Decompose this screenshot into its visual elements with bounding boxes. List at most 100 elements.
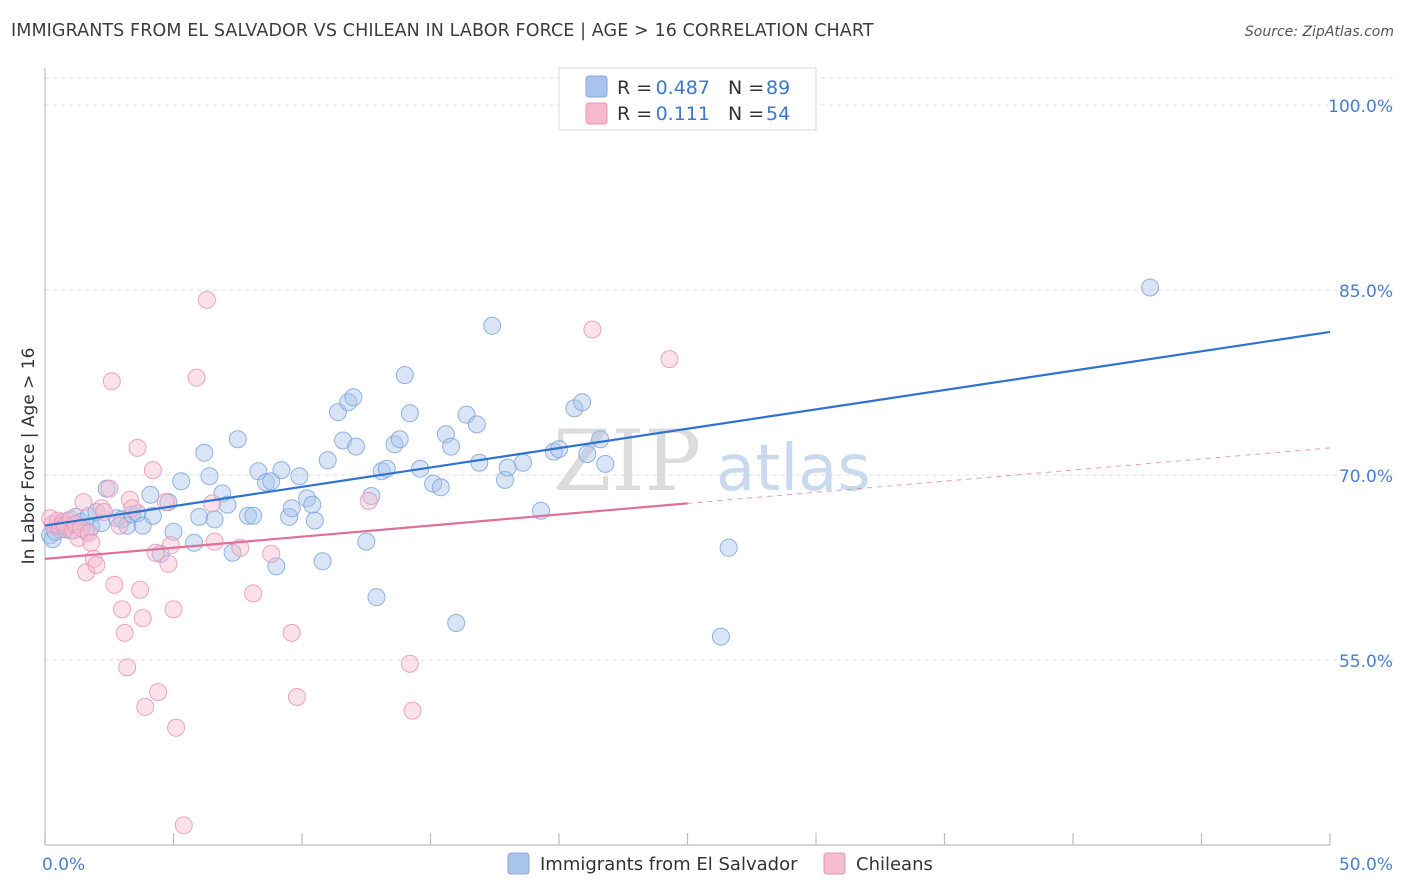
point-chilean xyxy=(105,575,124,594)
point-el-salvador xyxy=(719,538,738,557)
point-el-salvador xyxy=(282,499,301,518)
x-tick-label-max: 50.0% xyxy=(1339,855,1393,875)
source-credit: Source: ZipAtlas.com xyxy=(1244,24,1394,40)
legend-r-label-2: R = xyxy=(617,103,652,125)
point-chilean xyxy=(174,816,193,835)
point-el-salvador xyxy=(591,430,610,449)
point-chilean xyxy=(133,609,152,628)
x-tick-labels: 0.0% 50.0% xyxy=(42,855,1393,875)
point-chilean xyxy=(110,516,129,535)
bottom-legend: Immigrants from El Salvador Chileans xyxy=(507,852,933,875)
point-el-salvador xyxy=(400,404,419,423)
trend-line-chilean-extrapolated xyxy=(687,447,1331,504)
gridlines xyxy=(45,77,1393,661)
trend-line-el-salvador xyxy=(44,330,1331,527)
point-el-salvador xyxy=(711,627,730,646)
point-chilean xyxy=(87,556,106,574)
point-el-salvador xyxy=(118,516,137,535)
point-chilean xyxy=(128,438,147,457)
point-el-salvador xyxy=(344,388,363,407)
point-el-salvador xyxy=(303,495,322,514)
y-tick-labels: 55.0% 70.0% 85.0% 100.0% xyxy=(1328,97,1393,672)
point-el-salvador xyxy=(390,430,409,449)
legend-n-value-1: 89 xyxy=(766,77,790,99)
point-el-salvador xyxy=(442,437,461,456)
point-chilean xyxy=(164,600,183,619)
point-el-salvador xyxy=(367,588,386,607)
point-chilean xyxy=(203,494,222,513)
point-el-salvador xyxy=(596,454,615,473)
point-el-salvador xyxy=(385,435,404,454)
point-el-salvador xyxy=(578,445,597,463)
legend-r-value-2: 0.111 xyxy=(656,103,710,125)
watermark-atlas: atlas xyxy=(716,432,871,506)
point-el-salvador xyxy=(244,506,263,525)
watermark: ZIP atlas xyxy=(553,412,871,510)
point-el-salvador xyxy=(228,430,247,449)
point-el-salvador xyxy=(205,510,224,529)
point-el-salvador xyxy=(431,478,450,497)
data-points xyxy=(41,278,1160,835)
point-el-salvador xyxy=(357,532,376,551)
point-chilean xyxy=(282,623,301,642)
point-el-salvador xyxy=(483,316,502,335)
point-chilean xyxy=(100,479,119,498)
y-tick-label: 85.0% xyxy=(1339,282,1393,302)
point-el-salvador xyxy=(172,472,191,491)
trend-lines xyxy=(44,330,1331,560)
watermark-zip: ZIP xyxy=(553,412,701,510)
y-tick-label: 70.0% xyxy=(1339,467,1393,487)
point-chilean xyxy=(102,372,121,391)
point-el-salvador xyxy=(141,485,160,504)
point-chilean xyxy=(197,290,216,309)
point-el-salvador xyxy=(262,472,281,491)
legend-box: R = 0.487 N = 89 R = 0.111 N = 54 xyxy=(558,67,817,131)
x-ticks xyxy=(44,833,1331,845)
point-chilean xyxy=(660,350,679,369)
point-el-salvador xyxy=(190,507,209,526)
point-el-salvador xyxy=(313,552,332,571)
point-chilean xyxy=(77,563,96,582)
bottom-legend-swatch-pink xyxy=(823,852,846,875)
point-chilean xyxy=(187,368,206,387)
point-chilean xyxy=(205,532,224,551)
point-el-salvador xyxy=(290,467,309,486)
point-chilean xyxy=(359,491,378,510)
point-chilean xyxy=(82,533,101,552)
legend-n-label-2: N = xyxy=(728,103,764,125)
point-el-salvador xyxy=(305,511,324,530)
point-chilean xyxy=(149,683,168,702)
point-el-salvador xyxy=(218,495,237,514)
legend-n-label-1: N = xyxy=(728,77,764,99)
legend-n-value-2: 54 xyxy=(766,103,790,125)
point-chilean xyxy=(244,584,263,603)
point-chilean xyxy=(143,461,162,480)
point-chilean xyxy=(400,654,419,673)
point-chilean xyxy=(231,538,250,557)
legend-r-label-1: R = xyxy=(617,77,652,99)
point-el-salvador xyxy=(395,366,414,385)
point-el-salvador xyxy=(272,461,291,480)
point-chilean xyxy=(118,658,137,677)
point-el-salvador xyxy=(185,533,204,552)
point-el-salvador xyxy=(467,415,486,434)
legend-r-value-1: 0.487 xyxy=(656,77,710,99)
point-chilean xyxy=(161,536,180,555)
bottom-legend-swatch-blue xyxy=(507,852,530,875)
point-chilean xyxy=(583,320,602,339)
point-el-salvador xyxy=(164,522,183,541)
point-el-salvador xyxy=(362,487,381,505)
y-axis-label: In Labor Force | Age > 16 xyxy=(19,348,39,565)
point-chilean xyxy=(287,688,306,706)
legend-swatch-pink xyxy=(585,102,608,125)
bottom-legend-label-pink: Chileans xyxy=(856,854,933,875)
point-chilean xyxy=(136,697,155,716)
y-tick-label: 100.0% xyxy=(1328,97,1393,117)
point-el-salvador xyxy=(514,453,532,472)
point-chilean xyxy=(167,718,186,737)
point-el-salvador xyxy=(498,458,517,477)
point-el-salvador xyxy=(447,614,466,632)
point-chilean xyxy=(74,493,93,512)
point-el-salvador xyxy=(195,443,214,462)
